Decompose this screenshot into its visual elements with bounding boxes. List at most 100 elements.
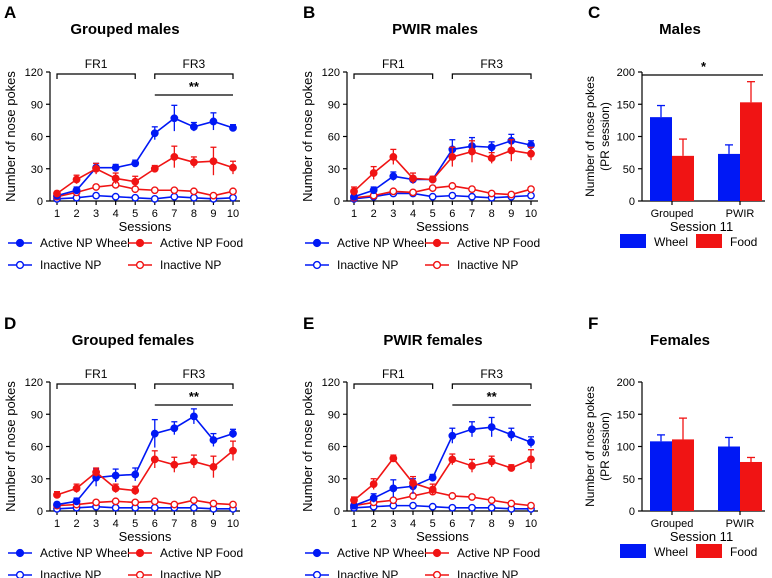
fr1-bracket (353, 383, 434, 389)
data-point-inactive-wheel (189, 503, 198, 512)
significance-marker: ** (487, 389, 498, 404)
y-tick-label: 100 (617, 442, 635, 454)
x-tick-label: 5 (430, 208, 436, 220)
data-point-active-food (92, 164, 101, 173)
fr3-bracket (154, 73, 234, 79)
series-inactive-wheel (350, 189, 535, 203)
series-inactive-food (53, 180, 237, 201)
x-tick-label: 6 (449, 208, 455, 220)
data-point-active-food (72, 484, 81, 493)
x-tick-label: 3 (93, 208, 99, 220)
y-tick-label: 120 (322, 67, 340, 79)
x-tick-label: 2 (371, 208, 377, 220)
fr3-label: FR3 (183, 367, 206, 381)
bar-wheel-grouped (650, 441, 672, 511)
data-point-active-food (111, 174, 120, 183)
x-tick-label: 10 (227, 518, 239, 530)
data-point-active-food (507, 146, 516, 155)
fr1-label: FR1 (85, 367, 108, 381)
y-tick-label: 90 (31, 409, 43, 421)
data-point-active-wheel (209, 436, 218, 444)
data-point-inactive-food (468, 185, 476, 194)
x-tick-label: 8 (489, 208, 495, 220)
y-tick-label: 100 (617, 132, 635, 144)
series-line-inactive-food (56, 184, 234, 198)
legend-inactive-food: Inactive NP (425, 568, 518, 578)
data-point-inactive-wheel (131, 193, 140, 202)
data-point-active-wheel (189, 412, 198, 421)
legend-wheel: Wheel (620, 234, 688, 249)
series-active-wheel (53, 104, 237, 200)
data-point-inactive-food (507, 499, 516, 508)
x-tick-label: 7 (171, 518, 177, 530)
bar-wheel-grouped (650, 117, 672, 201)
y-tick-label: 120 (25, 377, 43, 389)
data-point-inactive-wheel (111, 503, 120, 512)
panel-B: B PWIR males 0 30 60 90 120 1 2 3 4 5 6 7 8 9 10 Sessions… (300, 3, 540, 272)
legend-inactive-food-marker (135, 570, 145, 578)
data-point-active-food (487, 154, 496, 162)
data-point-active-wheel (150, 429, 159, 438)
data-point-active-food (189, 457, 198, 466)
x-tick-label: 5 (132, 518, 138, 530)
y-tick-label: 30 (328, 164, 340, 176)
data-point-active-wheel (468, 425, 476, 434)
data-point-active-food (229, 446, 237, 455)
data-point-active-food (170, 460, 179, 469)
legend-inactive-food-text: Inactive NP (160, 258, 221, 272)
data-point-inactive-food (209, 499, 218, 508)
data-point-inactive-food (507, 190, 516, 199)
legend-active-food-text: Active NP Food (160, 236, 243, 250)
legend-wheel-swatch (620, 234, 646, 248)
data-point-inactive-wheel (111, 192, 120, 201)
data-point-inactive-wheel (150, 194, 159, 203)
panel-title: PWIR males (392, 21, 478, 38)
legend-active-food-text: Active NP Food (457, 236, 540, 250)
panel-C: C Males 0 50 100 150 200 Number of nose pokes (P… (583, 3, 765, 249)
data-point-inactive-food (428, 184, 437, 193)
data-point-active-wheel (369, 186, 378, 195)
x-axis-label: Session 11 (670, 219, 733, 234)
fr1-label: FR1 (382, 367, 405, 381)
data-point-active-food (389, 454, 398, 463)
legend-active-food: Active NP Food (128, 236, 243, 250)
y-tick-label: 200 (617, 67, 635, 79)
y-tick-label: 0 (629, 196, 635, 208)
y-axis-label: Number of nose pokes (300, 71, 315, 202)
legend-inactive-food: Inactive NP (128, 568, 221, 578)
data-point-inactive-wheel (229, 193, 237, 202)
panel-label: D (4, 314, 16, 333)
data-point-active-food (131, 486, 140, 495)
x-tick-label: 6 (152, 208, 158, 220)
x-tick-label: 7 (469, 518, 475, 530)
data-point-active-food (369, 169, 378, 177)
data-point-active-wheel (389, 484, 398, 493)
panel-label: F (588, 314, 598, 333)
y-tick-label: 150 (617, 409, 635, 421)
data-point-active-wheel (209, 117, 218, 126)
fr3-bracket (154, 383, 234, 389)
legend-active-food-text: Active NP Food (160, 546, 243, 560)
x-axis-label: Sessions (119, 529, 172, 544)
data-point-inactive-wheel (170, 192, 179, 201)
panel-title: PWIR females (383, 332, 482, 349)
data-point-active-food (53, 189, 61, 198)
y-tick-label: 120 (322, 377, 340, 389)
series-line-inactive-food (353, 185, 532, 199)
data-point-active-wheel (111, 471, 120, 480)
legend-active-wheel: Active NP Wheel (305, 236, 427, 250)
legend-inactive-food: Inactive NP (128, 258, 221, 272)
panel-E: E PWIR females 0 30 60 90 120 1 2 3 4 5 6 7 8 9 10 Sessio… (300, 314, 540, 578)
legend-food-text: Food (730, 545, 757, 559)
legend-wheel-text: Wheel (654, 235, 688, 249)
x-tick-label: 5 (430, 518, 436, 530)
panel-title: Grouped males (70, 21, 179, 38)
x-tick-label: PWIR (726, 518, 755, 530)
legend-active-food-marker (135, 548, 145, 558)
legend-inactive-wheel: Inactive NP (305, 258, 398, 272)
data-point-active-wheel (448, 431, 457, 440)
panel-title: Females (650, 332, 710, 349)
data-point-inactive-food (131, 498, 140, 507)
legend-active-food-marker (432, 548, 442, 558)
